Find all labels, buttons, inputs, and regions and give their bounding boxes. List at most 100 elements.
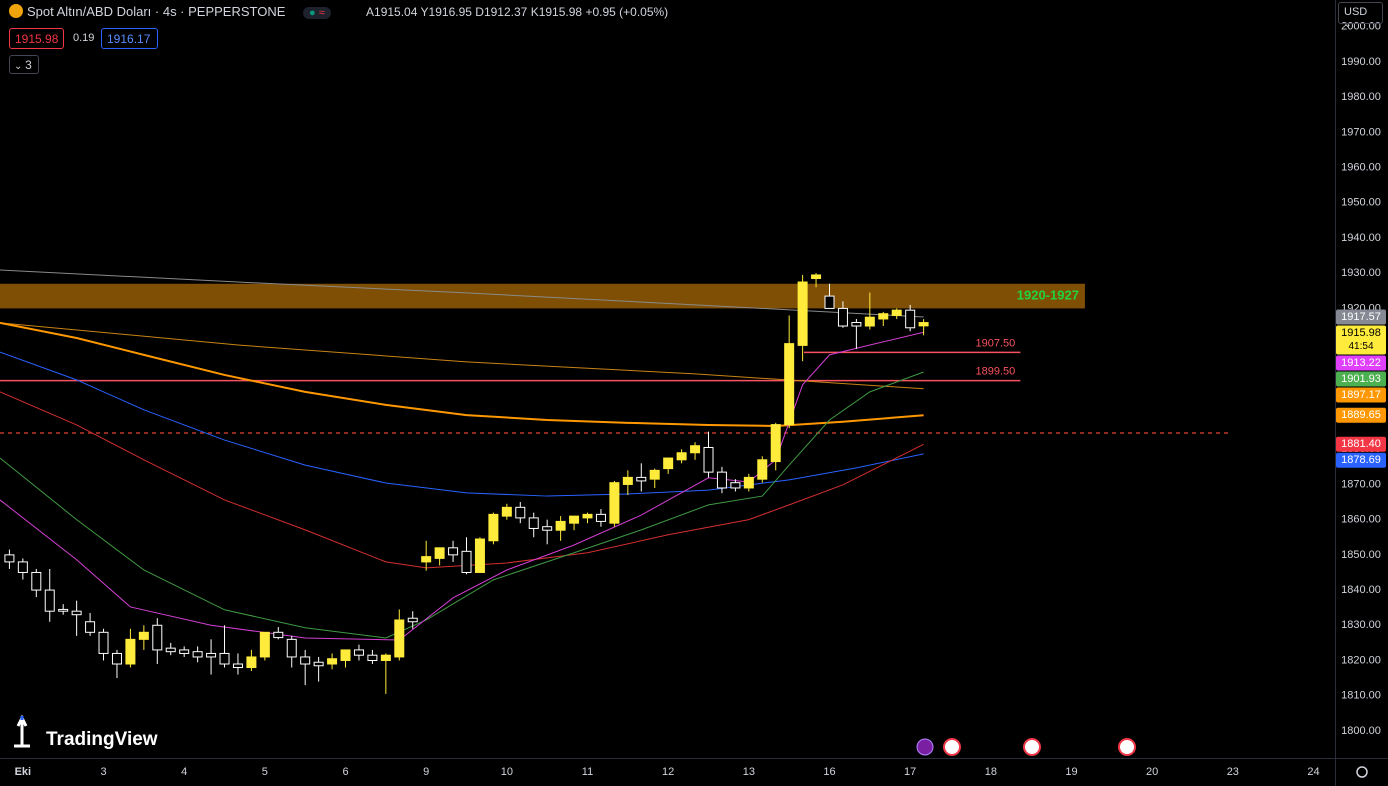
horizontal-line-label: 1899.50 bbox=[976, 365, 1016, 377]
horizontal-line-label: 1907.50 bbox=[976, 337, 1016, 349]
candle-body bbox=[353, 649, 364, 656]
ohlc-label: Y bbox=[420, 5, 429, 19]
change: +0.95 (+0.05%) bbox=[585, 5, 669, 19]
y-tick-label: 1950.00 bbox=[1341, 197, 1381, 209]
candle-body bbox=[138, 631, 149, 640]
x-tick-label: 13 bbox=[743, 766, 755, 778]
candle-body bbox=[622, 476, 633, 485]
candle-body bbox=[891, 309, 902, 316]
candle-body bbox=[770, 424, 781, 463]
candle-body bbox=[663, 457, 674, 470]
currency-select[interactable]: USD ⌄ bbox=[1338, 2, 1383, 29]
candle-body bbox=[313, 661, 324, 667]
candle-body bbox=[152, 624, 163, 651]
event-icon[interactable] bbox=[1118, 738, 1136, 756]
settings-icon[interactable] bbox=[1356, 766, 1368, 778]
candle-body bbox=[528, 517, 539, 529]
symbol-bar: Spot Altın/ABD Doları · 4s · PEPPERSTONE… bbox=[9, 4, 331, 19]
event-icon[interactable] bbox=[916, 738, 934, 756]
candle-body bbox=[676, 452, 687, 461]
candle-body bbox=[4, 554, 15, 563]
ohlc-value: 1915.98 bbox=[538, 5, 583, 19]
price-badge-label: 1897.17 bbox=[1341, 389, 1381, 401]
y-tick-label: 1960.00 bbox=[1341, 161, 1381, 173]
ohlc-label: A bbox=[366, 5, 375, 19]
candle-body bbox=[246, 656, 257, 669]
candle-body bbox=[582, 513, 593, 519]
candle-body bbox=[165, 647, 176, 653]
candle-body bbox=[367, 654, 378, 661]
plot-area: 1920-1927 1907.50 1899.50 bbox=[0, 269, 1231, 694]
candle-body bbox=[380, 654, 391, 661]
ohlc-label: D bbox=[475, 5, 484, 19]
event-icon[interactable] bbox=[943, 738, 961, 756]
y-tick-label: 1940.00 bbox=[1341, 232, 1381, 244]
ohlc-value: 1915.04 bbox=[374, 5, 418, 19]
symbol-icon bbox=[9, 4, 23, 18]
ohlc-value: 1912.37 bbox=[483, 5, 528, 19]
candle-body bbox=[824, 295, 835, 309]
price-badge bbox=[1336, 436, 1386, 452]
candle-body bbox=[716, 471, 727, 489]
price-badge bbox=[1336, 387, 1386, 403]
spread: 0.19 bbox=[73, 32, 95, 44]
candle-body bbox=[259, 631, 270, 658]
x-tick-label: 17 bbox=[904, 766, 916, 778]
indicators-count: 3 bbox=[25, 58, 32, 72]
x-tick-label: 10 bbox=[501, 766, 513, 778]
candle-body bbox=[111, 652, 122, 665]
candle-body bbox=[179, 649, 190, 654]
candle-body bbox=[743, 476, 754, 489]
candle-body bbox=[340, 649, 351, 661]
symbol[interactable]: Spot Altın/ABD Doları · 4s · PEPPERSTONE bbox=[27, 4, 286, 19]
x-tick-label: 24 bbox=[1307, 766, 1319, 778]
candle-body bbox=[71, 610, 82, 616]
x-tick-label: 3 bbox=[100, 766, 106, 778]
ohlc: A1915.04 Y1916.95 D1912.37 K1915.98 +0.9… bbox=[366, 5, 668, 19]
price-badge bbox=[1336, 325, 1386, 355]
x-tick-label: 23 bbox=[1227, 766, 1239, 778]
candle-body bbox=[85, 621, 96, 633]
x-tick-label: 19 bbox=[1065, 766, 1077, 778]
y-tick-label: 1990.00 bbox=[1341, 56, 1381, 68]
logo-icon bbox=[14, 714, 30, 748]
price-badge-label: 1913.22 bbox=[1341, 357, 1381, 369]
candle-body bbox=[327, 658, 338, 665]
candle-body bbox=[730, 482, 741, 489]
candle-body bbox=[474, 538, 485, 573]
candle-body bbox=[300, 656, 311, 665]
candle-body bbox=[488, 513, 499, 542]
candle-body bbox=[434, 547, 445, 559]
indicators-toggle[interactable]: ⌄ 3 bbox=[9, 55, 39, 74]
candle-body bbox=[636, 476, 647, 482]
x-tick-label: 20 bbox=[1146, 766, 1158, 778]
buy-price[interactable]: 1916.17 bbox=[101, 28, 158, 49]
sell-price[interactable]: 1915.98 bbox=[9, 28, 64, 49]
x-tick-label: 18 bbox=[985, 766, 997, 778]
price-badge-label: 1881.40 bbox=[1341, 438, 1381, 450]
x-tick-label: 16 bbox=[823, 766, 835, 778]
candle-body bbox=[609, 482, 620, 524]
moving-average bbox=[0, 371, 924, 639]
candle-body bbox=[31, 571, 42, 591]
moving-average bbox=[0, 322, 924, 390]
candle-body bbox=[192, 651, 203, 658]
candle-body bbox=[811, 274, 822, 279]
y-tick-label: 1810.00 bbox=[1341, 690, 1381, 702]
moving-average bbox=[0, 269, 924, 318]
event-icon[interactable] bbox=[1023, 738, 1041, 756]
x-tick-label: 11 bbox=[582, 766, 593, 778]
candle-body bbox=[569, 515, 580, 524]
candle-body bbox=[784, 343, 795, 426]
candle-body bbox=[555, 520, 566, 531]
candle-body bbox=[461, 550, 472, 573]
price-badge-label: 1878.69 bbox=[1341, 454, 1381, 466]
candle-body bbox=[703, 446, 714, 473]
price-badge bbox=[1336, 452, 1386, 468]
x-tick-label: 6 bbox=[342, 766, 348, 778]
price-badge bbox=[1336, 371, 1386, 387]
candle-body bbox=[407, 617, 418, 623]
price-badge-label: 1901.93 bbox=[1341, 373, 1381, 385]
